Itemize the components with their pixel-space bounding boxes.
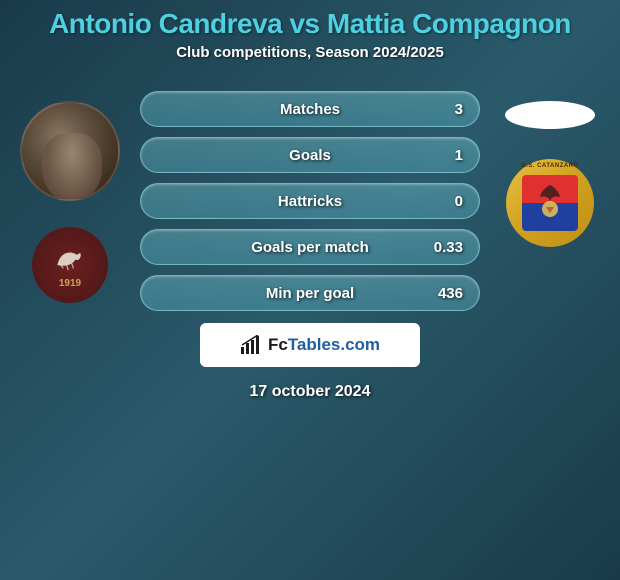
player-right-column: U.S. CATANZARO xyxy=(490,101,610,247)
page-title: Antonio Candreva vs Mattia Compagnon xyxy=(10,8,610,40)
stat-label: Matches xyxy=(280,101,340,118)
stat-label: Goals per match xyxy=(251,239,369,256)
player-left-column: 1919 xyxy=(10,101,130,309)
stats-column: Matches 3 Goals 1 Hattricks 0 Goals per … xyxy=(140,91,480,401)
face-shading xyxy=(42,133,102,201)
club-badge-right: U.S. CATANZARO xyxy=(506,159,594,247)
stat-row-goals: Goals 1 xyxy=(140,137,480,173)
club-badge-left: 1919 xyxy=(26,221,114,309)
stat-right-value: 3 xyxy=(455,101,463,118)
horse-icon xyxy=(53,245,87,273)
footer-badge: FcTables.com xyxy=(200,323,420,367)
club-badge-right-shield xyxy=(522,175,578,231)
stat-row-min-per-goal: Min per goal 436 xyxy=(140,275,480,311)
stat-right-value: 1 xyxy=(455,147,463,164)
infographic-container: Antonio Candreva vs Mattia Compagnon Clu… xyxy=(0,0,620,409)
stat-row-goals-per-match: Goals per match 0.33 xyxy=(140,229,480,265)
eagle-crest-icon xyxy=(522,175,578,231)
stat-right-value: 0.33 xyxy=(434,239,463,256)
stat-row-matches: Matches 3 xyxy=(140,91,480,127)
player-right-photo xyxy=(505,101,595,129)
stat-label: Hattricks xyxy=(278,193,342,210)
date-text: 17 october 2024 xyxy=(140,383,480,401)
footer-brand-prefix: Fc xyxy=(268,335,288,354)
stat-right-value: 0 xyxy=(455,193,463,210)
footer-brand: FcTables.com xyxy=(268,335,380,355)
stat-row-hattricks: Hattricks 0 xyxy=(140,183,480,219)
footer-brand-suffix: Tables.com xyxy=(288,335,380,354)
chart-icon xyxy=(240,335,262,355)
club-badge-left-inner: 1919 xyxy=(32,227,108,303)
club-right-text: U.S. CATANZARO xyxy=(506,163,594,169)
stat-right-value: 436 xyxy=(438,285,463,302)
subtitle: Club competitions, Season 2024/2025 xyxy=(10,44,610,61)
content-area: 1919 U.S. CATANZARO Matches xyxy=(10,91,610,401)
club-left-year: 1919 xyxy=(59,278,81,289)
stat-label: Goals xyxy=(289,147,331,164)
stat-label: Min per goal xyxy=(266,285,354,302)
player-left-photo xyxy=(20,101,120,201)
